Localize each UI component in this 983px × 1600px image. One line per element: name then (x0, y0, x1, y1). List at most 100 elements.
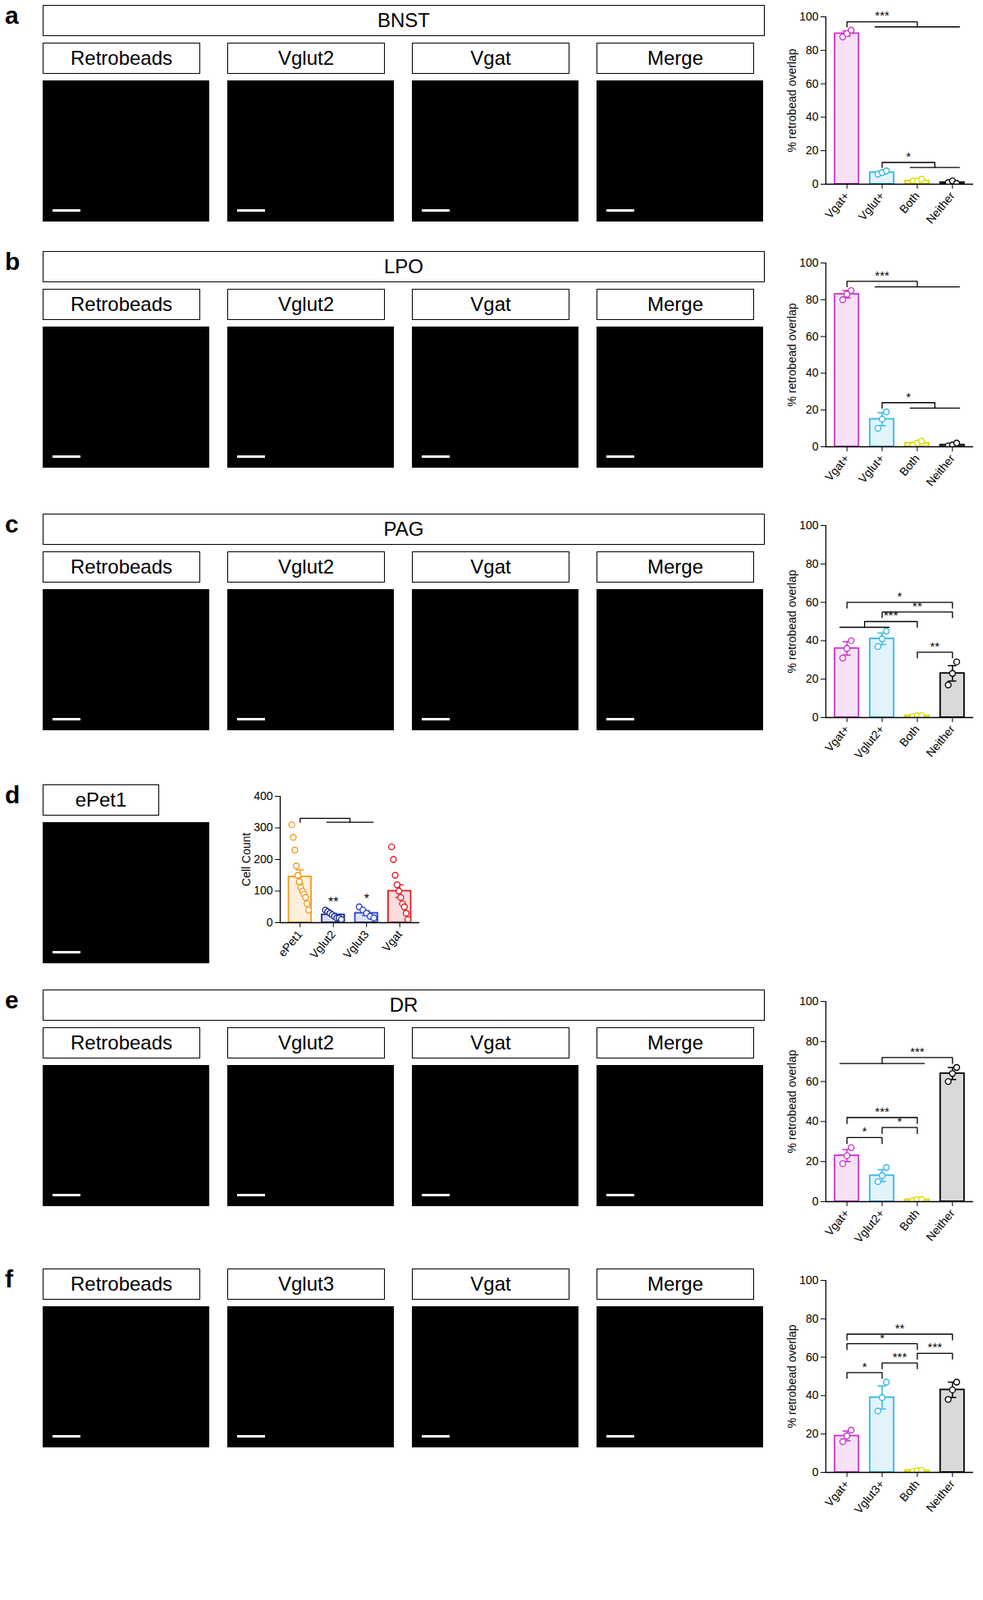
svg-text:0: 0 (812, 1465, 819, 1479)
svg-text:40: 40 (805, 109, 819, 124)
svg-text:***: *** (874, 268, 890, 283)
svg-text:60: 60 (805, 329, 819, 343)
svg-text:0: 0 (812, 439, 819, 453)
svg-text:100: 100 (799, 9, 819, 23)
svg-text:400: 400 (253, 789, 274, 803)
svg-text:20: 20 (805, 143, 819, 157)
svg-text:*: * (905, 389, 911, 404)
svg-text:Neither: Neither (923, 722, 957, 759)
svg-text:0: 0 (812, 710, 819, 724)
svg-text:Vglut+: Vglut+ (855, 452, 887, 486)
svg-text:20: 20 (805, 1154, 819, 1168)
svg-text:***: *** (909, 1044, 925, 1059)
svg-text:200: 200 (253, 852, 274, 866)
html-text:Vgat: Vgat (470, 555, 511, 578)
svg-text:20: 20 (805, 402, 819, 417)
svg-text:40: 40 (805, 365, 819, 380)
svg-text:100: 100 (253, 883, 274, 897)
svg-text:Vgat+: Vgat+ (822, 452, 852, 485)
svg-text:**: ** (912, 598, 923, 613)
html-text:Retrobeads: Retrobeads (70, 555, 173, 578)
svg-text:Vglut3: Vglut3 (340, 927, 372, 961)
html-text:Retrobeads: Retrobeads (70, 292, 173, 316)
svg-text:80: 80 (805, 292, 819, 307)
svg-text:60: 60 (805, 77, 819, 91)
html-text:Merge: Merge (647, 555, 704, 578)
svg-text:Both: Both (896, 452, 923, 479)
svg-text:*: * (879, 1330, 885, 1345)
svg-text:**: ** (930, 639, 941, 654)
svg-text:Vgat+: Vgat+ (822, 722, 852, 755)
html-text:Retrobeads: Retrobeads (70, 46, 173, 69)
svg-text:Cell Count: Cell Count (239, 832, 253, 887)
svg-text:100: 100 (799, 1273, 819, 1287)
svg-text:Neither: Neither (923, 188, 957, 226)
svg-text:80: 80 (805, 557, 819, 571)
svg-text:Vgat+: Vgat+ (822, 1207, 852, 1240)
svg-text:Both: Both (896, 189, 923, 216)
svg-text:***: *** (874, 8, 890, 23)
svg-text:40: 40 (805, 1114, 819, 1128)
html-text:LPO: LPO (384, 255, 424, 278)
svg-text:20: 20 (805, 1426, 819, 1441)
html-text:Merge: Merge (647, 46, 704, 69)
svg-text:Both: Both (896, 1477, 923, 1505)
html-text:Vglut2: Vglut2 (278, 46, 334, 69)
svg-text:0: 0 (266, 915, 274, 929)
svg-text:*: * (364, 891, 370, 906)
svg-text:40: 40 (805, 633, 819, 647)
svg-text:0: 0 (812, 1194, 819, 1208)
svg-text:Vgat: Vgat (379, 928, 405, 955)
html-text:PAG: PAG (383, 517, 424, 540)
svg-text:Neither: Neither (923, 1206, 957, 1244)
svg-text:*: * (905, 149, 911, 164)
svg-text:**: ** (895, 1321, 906, 1336)
html-text:Vgat: Vgat (470, 292, 511, 316)
svg-text:0: 0 (812, 177, 819, 191)
svg-text:*: * (862, 1124, 868, 1139)
svg-text:Neither: Neither (923, 1476, 957, 1514)
html-text:Vglut2: Vglut2 (278, 292, 334, 316)
svg-text:Vgat+: Vgat+ (822, 189, 852, 222)
svg-text:***: *** (928, 1339, 943, 1354)
svg-text:20: 20 (805, 672, 819, 686)
svg-text:Vglut+: Vglut+ (855, 189, 887, 224)
svg-text:40: 40 (805, 1388, 819, 1402)
svg-text:***: *** (892, 1349, 908, 1364)
svg-text:100: 100 (799, 994, 819, 1008)
svg-text:*: * (862, 1359, 868, 1374)
svg-text:Both: Both (896, 722, 923, 750)
html-text:BNST: BNST (377, 9, 430, 32)
svg-text:Both: Both (896, 1207, 923, 1234)
svg-text:***: *** (883, 608, 899, 622)
svg-text:% retrobead overlap: % retrobead overlap (785, 569, 799, 673)
html-text:Vglut2: Vglut2 (278, 555, 334, 578)
svg-text:Vglut2+: Vglut2+ (851, 1207, 887, 1246)
svg-text:ePet1: ePet1 (275, 927, 306, 959)
svg-text:100: 100 (799, 256, 819, 270)
svg-text:% retrobead overlap: % retrobead overlap (785, 48, 799, 152)
svg-text:Vglut2: Vglut2 (306, 927, 339, 961)
svg-text:80: 80 (805, 1034, 819, 1048)
html-text:ePet1: ePet1 (75, 788, 127, 811)
svg-text:Vglut3+: Vglut3+ (851, 1477, 887, 1517)
svg-text:60: 60 (805, 1350, 819, 1364)
svg-text:60: 60 (805, 1074, 819, 1089)
svg-text:**: ** (328, 895, 339, 910)
svg-text:Neither: Neither (923, 451, 957, 489)
svg-text:Vglut2+: Vglut2+ (851, 722, 887, 762)
svg-text:*: * (897, 1114, 903, 1129)
svg-text:% retrobead overlap: % retrobead overlap (785, 1049, 799, 1153)
svg-text:Vgat+: Vgat+ (822, 1477, 852, 1510)
html-text:Merge: Merge (647, 292, 704, 316)
svg-text:% retrobead overlap: % retrobead overlap (785, 302, 799, 407)
svg-text:***: *** (874, 1104, 890, 1119)
svg-text:300: 300 (253, 820, 274, 834)
svg-text:80: 80 (805, 43, 819, 57)
svg-text:80: 80 (805, 1312, 819, 1326)
svg-text:% retrobead overlap: % retrobead overlap (785, 1324, 799, 1428)
svg-text:*: * (897, 589, 903, 604)
html-text:Vgat: Vgat (470, 46, 511, 69)
svg-text:60: 60 (805, 595, 819, 609)
svg-text:100: 100 (799, 518, 819, 532)
